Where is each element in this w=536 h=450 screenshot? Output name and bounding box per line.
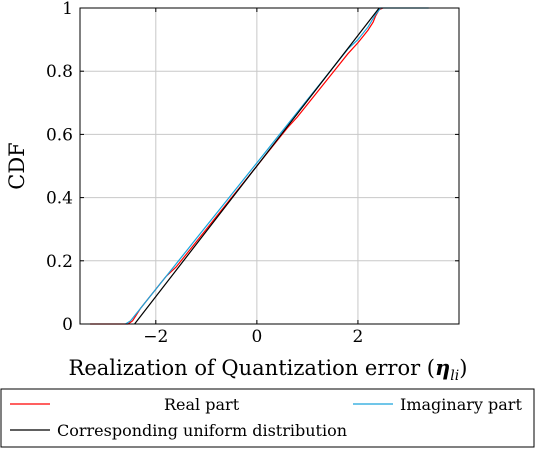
y-tick-label: 0.2 (46, 252, 73, 272)
legend-label-imaginary-part: Imaginary part (400, 395, 522, 414)
y-tick-label: 0.4 (46, 189, 73, 209)
legend-label-uniform-distribution: Corresponding uniform distribution (57, 421, 347, 440)
y-tick-label: 0.8 (46, 62, 73, 82)
legend-label-real-part: Real part (164, 395, 240, 414)
legend: Real part Imaginary part Corresponding u… (1, 389, 534, 447)
x-axis-label-close: ) (459, 356, 467, 380)
axis-ticks: −2 0 2 0 0.2 0.4 0.6 0.8 1 (46, 0, 459, 347)
series-lines (90, 8, 429, 324)
y-tick-label: 1 (62, 0, 73, 19)
x-tick-label: −2 (143, 327, 168, 347)
x-axis-label-text: Realization of Quantization error ( (69, 356, 435, 380)
x-tick-label: 0 (251, 327, 262, 347)
y-tick-label: 0 (62, 315, 73, 335)
x-tick-label: 2 (353, 327, 364, 347)
grid-lines (80, 8, 459, 324)
plot-frame (80, 8, 459, 324)
x-axis-label-symbol: η (435, 355, 450, 380)
x-axis-label: Realization of Quantization error (ηli) (69, 355, 468, 384)
y-tick-label: 0.6 (46, 125, 73, 145)
x-axis-label-subscript: li (450, 368, 459, 384)
series-line-real-part (90, 8, 383, 324)
y-axis-label: CDF (5, 142, 29, 189)
